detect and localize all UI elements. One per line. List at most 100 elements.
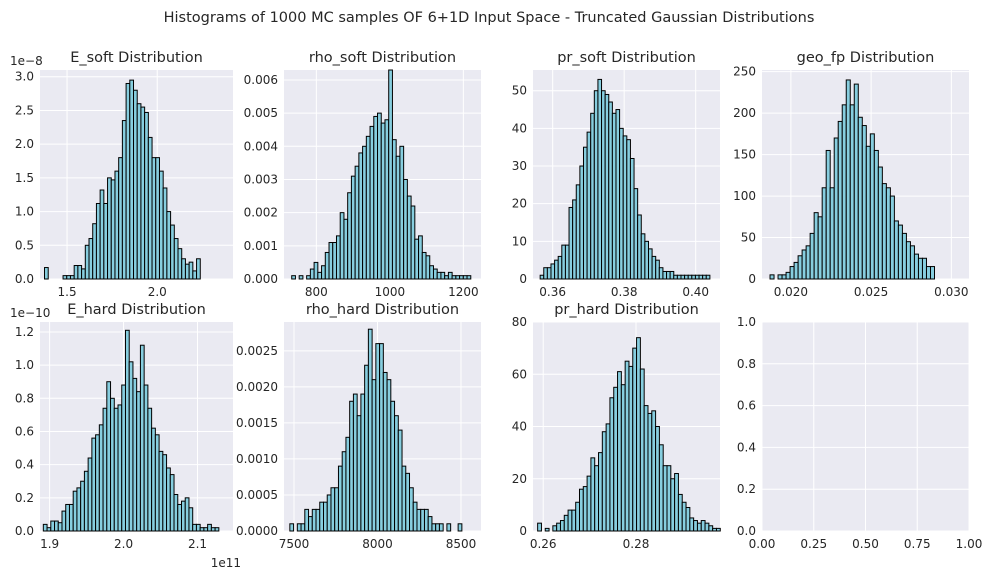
histogram-bar (436, 271, 442, 280)
histogram-bar (66, 275, 71, 280)
histogram-bar (289, 523, 295, 532)
histogram-bar (102, 407, 108, 532)
histogram-bar (447, 271, 453, 280)
histogram-bar (103, 202, 109, 280)
histogram-bar (121, 384, 126, 532)
y-tick-label: 0.0010 (236, 452, 278, 466)
histogram-bar (537, 522, 542, 532)
histogram-bar (155, 157, 160, 280)
histogram-bar (158, 170, 164, 280)
histogram-bar (702, 274, 707, 280)
histogram-bar (300, 523, 306, 532)
histogram-bar (144, 111, 149, 280)
y-tick-label: 0.002 (244, 206, 278, 220)
y-tick-label: 0.0005 (236, 488, 278, 502)
histogram-bar (905, 241, 911, 280)
y-tick-label: 1.5 (15, 171, 34, 185)
histogram-bar (425, 255, 431, 280)
histogram-bar (139, 344, 145, 532)
histogram-bar (313, 261, 319, 280)
histogram-bar (793, 261, 799, 280)
histogram-bar (349, 400, 354, 532)
x-tick-label: 1.9 (40, 537, 59, 551)
histogram-bar (655, 259, 660, 280)
subplot-title: geo_fp Distribution (797, 50, 935, 66)
histogram-bar (414, 238, 420, 280)
histogram-bar (575, 501, 580, 532)
histogram-bar (619, 127, 624, 280)
histogram-bar (107, 177, 112, 280)
histogram-bar (423, 508, 429, 532)
histogram-bar (440, 271, 446, 280)
y-tick-label: 0.4 (15, 458, 34, 472)
y-tick-label: 30 (512, 159, 527, 173)
subplot-title: pr_hard Distribution (554, 302, 699, 318)
histogram-bar (315, 508, 321, 532)
y-tick-label: 0.005 (244, 106, 278, 120)
y-tick-label: 1.0 (15, 358, 34, 372)
histogram-bar (140, 106, 146, 280)
y-tick-label: 250 (733, 65, 756, 79)
subplot-5: 1.9 2.0 2.1 0.0 0.2 0.4 0.6 0.8 1.0 1.2 E_hard Dis… (10, 302, 241, 570)
histogram-bar (177, 503, 182, 532)
histogram-bar (62, 275, 68, 280)
x-tick-label: 0.50 (852, 537, 879, 551)
histogram-bar (797, 255, 803, 280)
x-tick-label: 1.5 (58, 285, 77, 299)
histogram-bar (845, 79, 851, 280)
bars (769, 79, 935, 280)
histogram-bar (673, 274, 678, 280)
histogram-bar (557, 255, 563, 280)
histogram-bar (81, 268, 86, 280)
y-tick-label: 100 (733, 189, 756, 203)
x-tick-label: 2.1 (188, 537, 207, 551)
histogram-bar (861, 125, 867, 280)
histogram-bar (162, 187, 168, 280)
y-tick-label: 20 (512, 197, 527, 211)
histogram-bar (188, 507, 194, 532)
x-tick-label: 0.25 (800, 537, 827, 551)
histogram-bar (76, 487, 82, 532)
histogram-bar (590, 457, 596, 532)
histogram-bar (658, 267, 664, 280)
histogram-bar (644, 240, 649, 280)
y-tick-label: 0 (519, 524, 527, 538)
histogram-bar (362, 145, 367, 280)
histogram-bar (68, 503, 74, 532)
histogram-bar (708, 525, 714, 532)
histogram-bar (789, 266, 795, 280)
histogram-bar (324, 251, 330, 280)
histogram-bar (881, 183, 887, 280)
histogram-bar (556, 522, 561, 532)
histogram-bar (410, 205, 416, 280)
subplot-title: E_hard Distribution (67, 302, 206, 318)
histogram-bar (639, 368, 645, 532)
figure-title: Histograms of 1000 MC samples OF 6+1D In… (164, 10, 815, 26)
histogram-bar (632, 347, 638, 532)
histogram-bar (416, 508, 422, 532)
subplot-1: 1.5 2.0 0.0 0.5 1.0 1.5 2.0 2.5 3.0 E_soft Distri… (10, 50, 233, 299)
y-tick-label: 0.0 (15, 272, 34, 286)
histogram-bar (334, 487, 339, 532)
histogram-bar (805, 245, 811, 280)
histogram-bar (451, 275, 457, 280)
histogram-bar (384, 119, 390, 280)
histogram-bar (435, 523, 440, 532)
histogram-bar (72, 490, 78, 532)
histogram-bar (865, 145, 871, 280)
y-tick-label: 150 (733, 148, 756, 162)
histogram-bar (432, 268, 438, 280)
histogram-bar (693, 520, 698, 532)
histogram-bar (687, 274, 693, 280)
histogram-bar (550, 263, 556, 280)
histogram-bar (341, 451, 347, 532)
histogram-bar (332, 242, 337, 280)
histogram-bar (181, 258, 186, 280)
histogram-bar (561, 244, 566, 280)
subplot-title: pr_soft Distribution (557, 50, 696, 66)
x-tick-label: 800 (305, 285, 328, 299)
histogram-bar (326, 494, 332, 532)
subplot-title: rho_soft Distribution (309, 50, 456, 66)
x-tick-label: 0.025 (854, 285, 888, 299)
histogram-bar (166, 211, 172, 280)
